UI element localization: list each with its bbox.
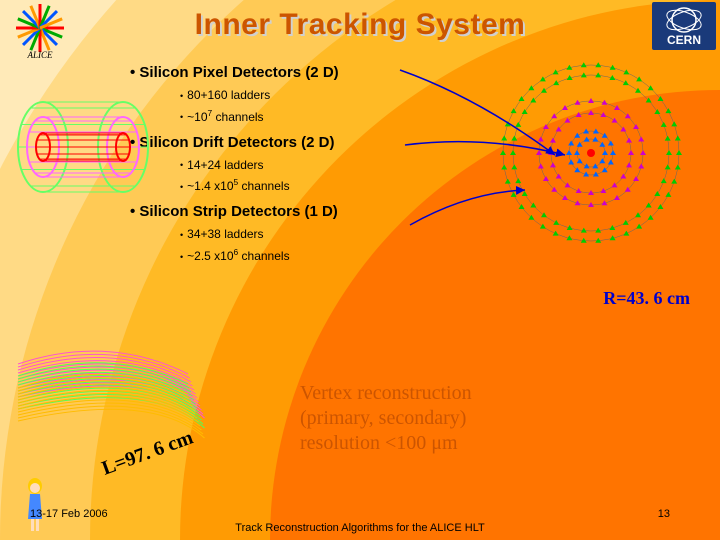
bullet-sub: •80+160 ladders — [180, 87, 339, 104]
vertex-line: (primary, secondary) — [300, 406, 620, 431]
radius-label: R=43. 6 cm — [603, 288, 690, 309]
bullet-sub: •~2.5 x106 channels — [180, 247, 339, 265]
svg-text:ALICE: ALICE — [26, 50, 53, 60]
footer-page-number: 13 — [658, 508, 670, 520]
vertex-reconstruction-text: Vertex reconstruction(primary, secondary… — [300, 381, 620, 456]
footer-date: 13-17 Feb 2006 — [30, 508, 108, 520]
detector-barrel-3d — [8, 82, 158, 212]
footer-title: Track Reconstruction Algorithms for the … — [0, 522, 720, 534]
bullet-sub: •34+38 ladders — [180, 226, 339, 243]
bullet-sub: •~107 channels — [180, 108, 339, 126]
detector-list: • Silicon Pixel Detectors (2 D) •80+160 l… — [130, 56, 339, 269]
bullet-heading: • Silicon Pixel Detectors (2 D) — [130, 62, 339, 83]
bullet-sub: •14+24 ladders — [180, 157, 339, 174]
detector-ring-diagram — [496, 58, 686, 248]
bullet-sub: •~1.4 x105 channels — [180, 177, 339, 195]
bullet-heading: • Silicon Strip Detectors (1 D) — [130, 201, 339, 222]
bullet-heading: • Silicon Drift Detectors (2 D) — [130, 132, 339, 153]
page-title: Inner Tracking System — [0, 8, 720, 42]
vertex-line: resolution <100 μm — [300, 431, 620, 456]
vertex-line: Vertex reconstruction — [300, 381, 620, 406]
